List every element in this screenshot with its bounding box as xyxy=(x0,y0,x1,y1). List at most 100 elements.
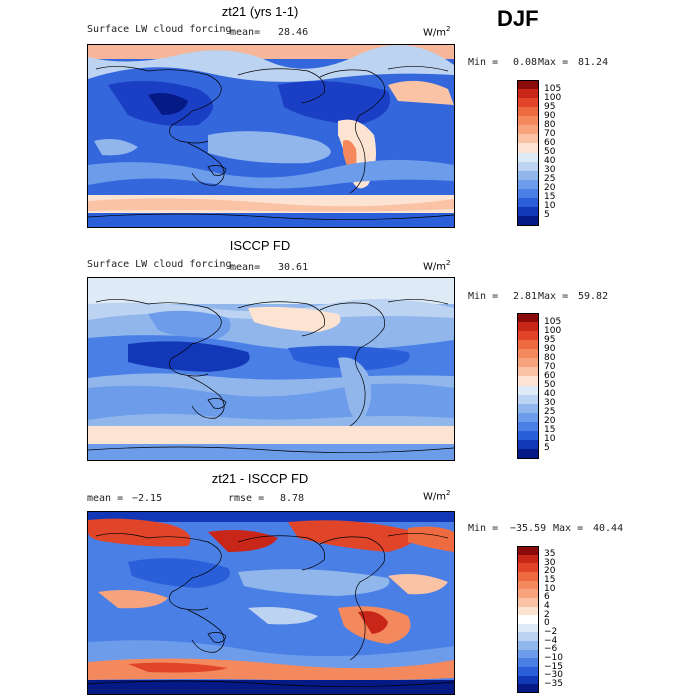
colorbar-level-label: 100 xyxy=(544,92,562,103)
colorbar-swatch xyxy=(517,421,539,432)
colorbar-level-label: 20 xyxy=(544,416,556,427)
colorbar-swatch xyxy=(517,430,539,441)
colorbar-swatch xyxy=(517,116,539,126)
panel-3-min-label: Min = xyxy=(468,523,499,534)
panel-3-rmse-label: rmse = xyxy=(228,493,265,504)
colorbar-level-label: −15 xyxy=(544,661,563,672)
colorbar-swatch xyxy=(517,563,539,573)
colorbar-swatch xyxy=(517,125,539,135)
colorbar-level-label: 4 xyxy=(544,601,550,612)
colorbar-swatch xyxy=(517,641,539,651)
colorbar-level-label: 25 xyxy=(544,407,556,418)
colorbar-swatch xyxy=(517,571,539,582)
colorbar-level-label: 80 xyxy=(544,119,556,130)
colorbar-swatch xyxy=(517,170,539,181)
panel-1-map xyxy=(87,44,455,228)
units-exponent: 2 xyxy=(446,489,451,497)
colorbar-level-label: 5 xyxy=(544,443,550,454)
colorbar-level-label: 70 xyxy=(544,361,556,372)
colorbar-swatch xyxy=(517,554,539,564)
colorbar-swatch xyxy=(517,197,539,208)
colorbar-swatch xyxy=(517,349,539,359)
panel-1-variable: Surface LW cloud forcing xyxy=(87,24,232,35)
colorbar-level-label: 90 xyxy=(544,110,556,121)
colorbar-level-label: 15 xyxy=(544,192,556,203)
panel-3-min-value: −35.59 xyxy=(510,523,547,534)
colorbar-level-label: 20 xyxy=(544,183,556,194)
units-exponent: 2 xyxy=(446,25,451,33)
colorbar-swatch xyxy=(517,98,539,108)
colorbar-swatch xyxy=(517,580,539,590)
colorbar-level-label: 60 xyxy=(544,137,556,148)
panel-2-mean-label: mean= xyxy=(230,262,261,273)
panel-1-max-value: 81.24 xyxy=(578,57,609,68)
colorbar-level-label: 50 xyxy=(544,147,556,157)
colorbar-swatch xyxy=(517,340,539,350)
colorbar-swatch xyxy=(517,667,539,677)
colorbar-level-label: 100 xyxy=(544,325,562,336)
colorbar-swatch xyxy=(517,322,539,332)
colorbar-swatch xyxy=(517,367,539,377)
colorbar-swatch xyxy=(517,215,539,226)
colorbar-level-label: 50 xyxy=(544,380,556,390)
panel-1-mean-value: 28.46 xyxy=(278,27,309,38)
panel-1-max-label: Max = xyxy=(538,57,569,68)
colorbar-level-label: 2 xyxy=(544,609,550,620)
panel-2-max-label: Max = xyxy=(538,291,569,302)
colorbar-level-label: 10 xyxy=(544,201,556,212)
colorbar-swatch xyxy=(517,206,539,217)
colorbar-swatch xyxy=(517,152,539,163)
colorbar-swatch xyxy=(517,658,539,668)
colorbar-swatch xyxy=(517,623,539,633)
colorbar-level-label: 80 xyxy=(544,352,556,363)
panel-1-units: W/m2 xyxy=(423,25,450,38)
colorbar-swatch xyxy=(517,188,539,199)
panel-3-max-value: 40.44 xyxy=(593,523,624,534)
colorbar-level-label: −35 xyxy=(544,678,563,689)
panel-3-map xyxy=(87,511,455,695)
colorbar-level-label: 90 xyxy=(544,343,556,354)
colorbar-level-label: 40 xyxy=(544,389,556,400)
colorbar-level-label: 60 xyxy=(544,370,556,381)
panel-3-max-label: Max = xyxy=(553,523,584,534)
colorbar-swatch xyxy=(517,161,539,172)
colorbar-swatch xyxy=(517,589,539,599)
colorbar-swatch xyxy=(517,675,539,685)
colorbar-swatch xyxy=(517,394,539,405)
colorbar-level-label: 105 xyxy=(544,83,562,94)
colorbar-swatch xyxy=(517,313,539,323)
panel-2-max-value: 59.82 xyxy=(578,291,609,302)
colorbar-swatch xyxy=(517,448,539,459)
colorbar-level-label: 30 xyxy=(544,398,556,409)
colorbar-level-label: −30 xyxy=(544,670,563,681)
colorbar-level-label: −6 xyxy=(544,644,558,655)
colorbar-level-label: 40 xyxy=(544,156,556,167)
colorbar-level-label: 70 xyxy=(544,128,556,139)
colorbar-level-label: 20 xyxy=(544,566,556,577)
colorbar-swatch xyxy=(517,403,539,414)
colorbar-level-label: 6 xyxy=(544,592,550,603)
panel-3-units: W/m2 xyxy=(423,489,450,502)
panel-1-mean-label: mean= xyxy=(230,27,261,38)
colorbar-swatch xyxy=(517,439,539,450)
colorbar-swatch xyxy=(517,179,539,190)
colorbar-level-label: 10 xyxy=(544,583,556,594)
panel-2-units: W/m2 xyxy=(423,259,450,272)
units-base: W/m xyxy=(423,261,446,273)
colorbar-swatch xyxy=(517,606,539,616)
colorbar-level-label: 95 xyxy=(544,334,556,345)
colorbar-level-label: 15 xyxy=(544,575,556,586)
colorbar-level-label: −2 xyxy=(544,626,558,637)
colorbar-swatch xyxy=(517,107,539,117)
colorbar-level-label: 30 xyxy=(544,165,556,176)
colorbar-level-label: 0 xyxy=(544,618,550,629)
colorbar-level-label: 25 xyxy=(544,174,556,185)
colorbar-swatch xyxy=(517,385,539,396)
colorbar-swatch xyxy=(517,412,539,423)
units-base: W/m xyxy=(423,27,446,39)
colorbar-level-label: 95 xyxy=(544,101,556,112)
panel-1-colorbar: 105 100 95 90 80 70 60 50 40 30 25 20 15 10 5 xyxy=(517,80,587,226)
panel-3-colorbar: 35 30 20 15 10 6 4 2 0 −2 −4 −6 −10 −15 −30 −35 xyxy=(517,546,587,694)
colorbar-level-label: −4 xyxy=(544,635,558,646)
colorbar-swatch xyxy=(517,597,539,608)
